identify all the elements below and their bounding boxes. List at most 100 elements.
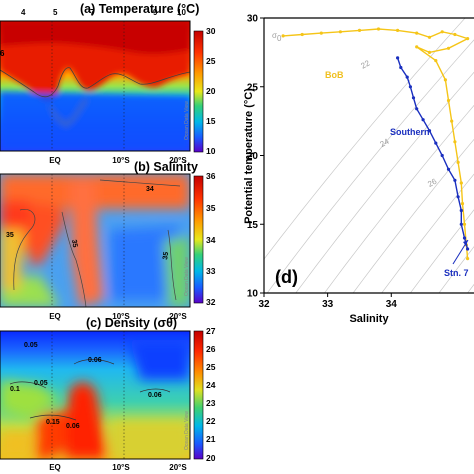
- data-point: [408, 85, 412, 89]
- data-point: [300, 32, 304, 37]
- panel-a-top-tick: 10: [177, 8, 186, 17]
- series-bob: [281, 27, 470, 261]
- data-point: [453, 140, 457, 144]
- panel-b-salinity: 34 35 35 35 Ocean Data View (b) Salinity…: [0, 160, 216, 321]
- panel-c-watermark: Ocean Data View: [184, 411, 190, 450]
- panel-a-side-label: 6: [0, 49, 5, 58]
- panel-a-colorbar-tick: 25: [206, 56, 216, 66]
- data-point: [427, 129, 432, 133]
- panel-b-colorbar-tick: 36: [206, 171, 216, 181]
- data-point: [376, 27, 381, 31]
- panel-b-watermark: Ocean Data View: [184, 257, 190, 296]
- panel-d-y-label: Potential temperature (°C): [243, 88, 255, 224]
- data-point: [466, 257, 470, 261]
- isopycnal-line: [410, 209, 474, 293]
- panel-c-colorbar-tick: 24: [206, 380, 216, 390]
- data-point: [450, 119, 454, 123]
- isopycnal-line: [324, 104, 474, 293]
- panel-d-ticks: 32 33 34 10 15 20 25 30: [247, 14, 397, 311]
- panel-b-bottom-tick: EQ: [49, 312, 61, 321]
- data-point: [405, 75, 409, 79]
- data-point: [399, 65, 403, 70]
- data-point: [462, 222, 467, 226]
- panel-c-colorbar-tick: 27: [206, 326, 216, 336]
- panel-a-temperature: 6 Ocean Data View 4 5 7 9 10 (a) Tempera…: [0, 2, 216, 165]
- panel-b-colorbar-tick: 35: [206, 203, 216, 213]
- panel-c-contour-label: 0.15: [46, 419, 60, 426]
- data-point: [453, 178, 457, 182]
- y-tick-label: 25: [247, 82, 259, 93]
- data-point: [396, 56, 400, 60]
- panel-b-colorbar-tick: 34: [206, 235, 216, 245]
- annotation-stn7: Stn. 7: [444, 268, 469, 278]
- panel-a-colorbar: 30 25 20 15 10: [193, 26, 216, 156]
- x-tick-label: 34: [386, 299, 398, 310]
- data-point: [396, 28, 400, 32]
- panel-c-contour-label: 0.06: [88, 357, 102, 364]
- y-tick-label: 20: [247, 151, 259, 162]
- data-point: [415, 45, 419, 49]
- panel-a-bottom-tick: EQ: [49, 156, 61, 165]
- isopycnal-line: [381, 173, 474, 293]
- data-point: [460, 202, 465, 206]
- panel-c-contour-label: 0.06: [148, 392, 162, 399]
- panel-c-contour-label: 0.05: [24, 342, 38, 349]
- panel-d-label: (d): [275, 267, 298, 287]
- panel-c-density: 0.05 0.06 0.05 0.1 0.06 0.15 0.06 Ocean …: [0, 316, 216, 472]
- isopycnal-label: 26: [426, 177, 439, 189]
- panel-a-top-tick: 5: [53, 8, 58, 17]
- data-point: [415, 107, 419, 111]
- data-point: [434, 141, 438, 145]
- panel-b-bottom-tick: 20°S: [169, 312, 187, 321]
- data-point: [446, 167, 451, 171]
- panel-b-colorbar-tick: 32: [206, 297, 216, 307]
- panel-c-contour-label: 0.1: [10, 386, 20, 393]
- data-point: [446, 98, 451, 103]
- y-tick-label: 15: [247, 220, 259, 231]
- data-point: [459, 222, 463, 226]
- panel-a-colorbar-tick: 15: [206, 116, 216, 126]
- data-point: [443, 78, 447, 82]
- annotation-bob: BoB: [325, 70, 344, 80]
- data-point: [440, 153, 444, 158]
- panel-b-contour-label: 35: [162, 251, 170, 260]
- panel-a-bottom-tick: 20°S: [169, 156, 187, 165]
- panel-c-contour-label: 0.06: [66, 423, 80, 430]
- annotation-southern: Southern: [390, 127, 430, 137]
- panel-a-top-tick: 4: [21, 8, 26, 17]
- panel-a-colorbar-tick: 30: [206, 26, 216, 36]
- panel-a-top-tick: 9: [153, 8, 158, 17]
- data-point: [427, 50, 432, 55]
- panel-c-colorbar-tick: 22: [206, 416, 216, 426]
- panel-a-watermark: Ocean Data View: [184, 101, 190, 140]
- data-point: [466, 247, 470, 251]
- data-point: [440, 30, 444, 34]
- panel-c-colorbar-tick: 21: [206, 434, 216, 444]
- panel-b-title: (b) Salinity: [134, 160, 198, 174]
- x-tick-label: 33: [322, 299, 334, 310]
- panel-b-contour-label: 35: [6, 232, 14, 239]
- series-southern: [396, 56, 470, 251]
- panel-c-bottom-tick: 20°S: [169, 463, 187, 472]
- panel-c-bottom-tick: EQ: [49, 463, 61, 472]
- data-point: [427, 35, 432, 39]
- data-point: [459, 181, 463, 185]
- y-tick-label: 30: [247, 14, 259, 25]
- panel-b-contour-label: 34: [146, 186, 154, 193]
- data-point: [281, 34, 285, 38]
- panel-a-title: (a) Temperature (°C): [80, 2, 199, 16]
- x-tick-label: 32: [258, 299, 270, 310]
- panel-b-colorbar: 36 35 34 33 32: [193, 171, 216, 307]
- isopycnal-line: [264, 18, 466, 260]
- data-point: [466, 37, 470, 41]
- panel-b-colorbar-tick: 33: [206, 266, 216, 276]
- panel-d-data-layer: [281, 27, 470, 261]
- panel-a-top-tick: 7: [90, 8, 95, 17]
- isopycnal-line: [266, 39, 474, 293]
- sigma-zero-label: σ0: [272, 31, 282, 43]
- panel-c-colorbar: 27 26 25 24 23 22 21 20: [193, 326, 216, 463]
- panel-d-x-label: Salinity: [349, 313, 389, 325]
